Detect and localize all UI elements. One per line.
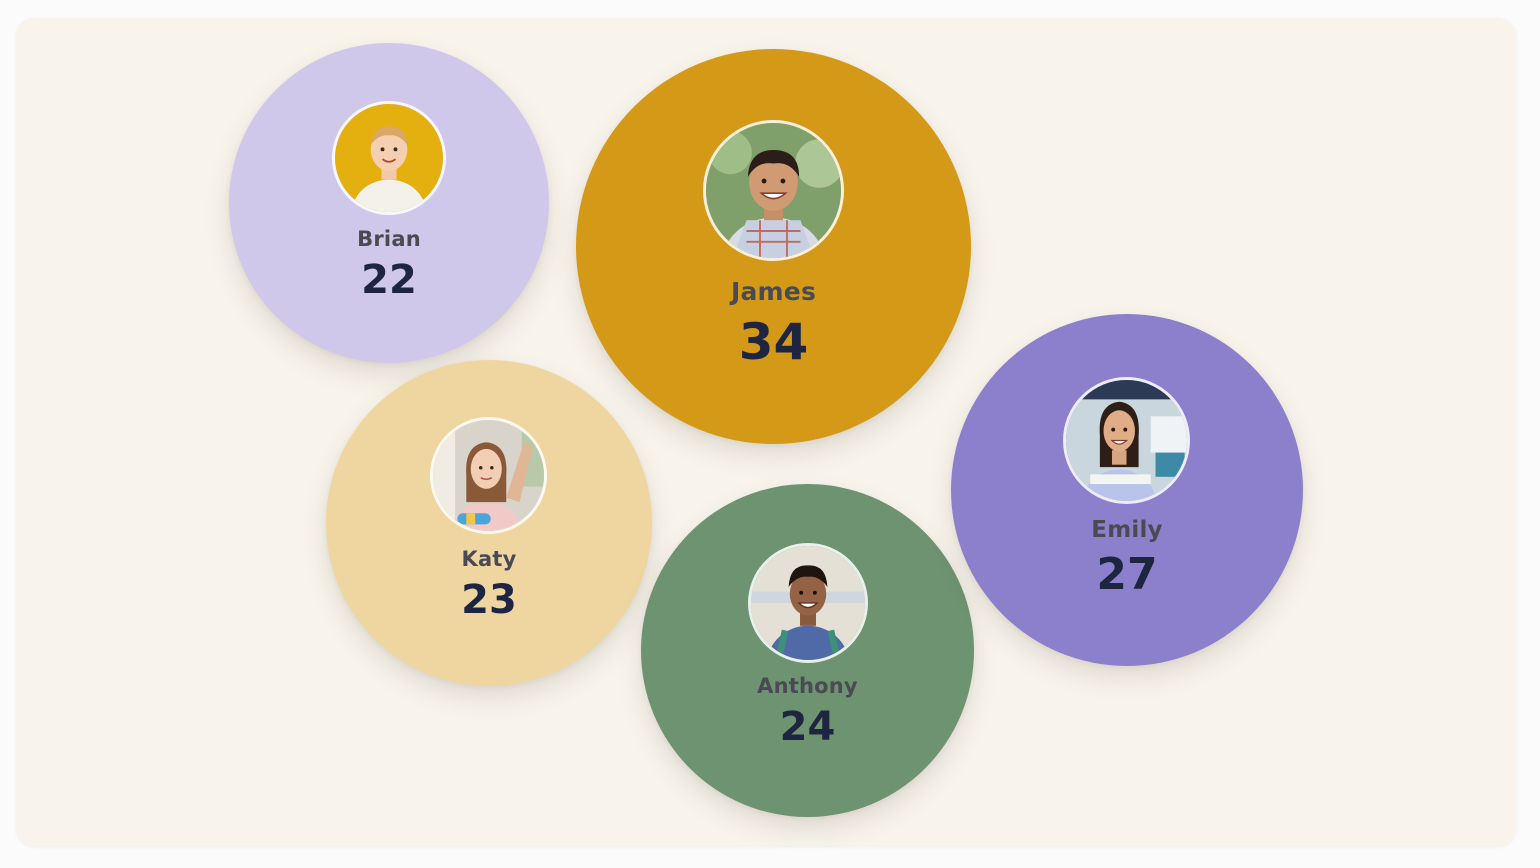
label-anthony: Anthony bbox=[757, 674, 858, 698]
label-emily: Emily bbox=[1091, 517, 1163, 543]
bubble-james[interactable]: James 34 bbox=[576, 49, 971, 444]
bubble-chart-panel: Brian 22 James 34 bbox=[16, 18, 1516, 846]
avatar-katy bbox=[430, 417, 547, 534]
child-photo-icon bbox=[433, 420, 544, 531]
avatar-anthony bbox=[748, 543, 868, 663]
bubble-katy[interactable]: Katy 23 bbox=[326, 360, 652, 686]
bubble-anthony[interactable]: Anthony 24 bbox=[641, 484, 974, 817]
avatar-james bbox=[703, 120, 844, 261]
label-james: James bbox=[730, 277, 817, 306]
child-photo-icon bbox=[706, 123, 841, 258]
child-photo-icon bbox=[1066, 380, 1187, 501]
value-katy: 23 bbox=[461, 577, 517, 623]
avatar-emily bbox=[1063, 377, 1190, 504]
label-brian: Brian bbox=[357, 227, 421, 251]
child-photo-icon bbox=[751, 546, 865, 660]
value-anthony: 24 bbox=[779, 704, 836, 750]
value-james: 34 bbox=[738, 313, 809, 371]
label-katy: Katy bbox=[461, 547, 517, 571]
bubble-brian[interactable]: Brian 22 bbox=[229, 43, 549, 363]
avatar-brian bbox=[332, 101, 446, 215]
value-brian: 22 bbox=[361, 257, 417, 303]
child-photo-icon bbox=[335, 104, 443, 212]
value-emily: 27 bbox=[1096, 549, 1158, 600]
bubble-emily[interactable]: Emily 27 bbox=[951, 314, 1303, 666]
